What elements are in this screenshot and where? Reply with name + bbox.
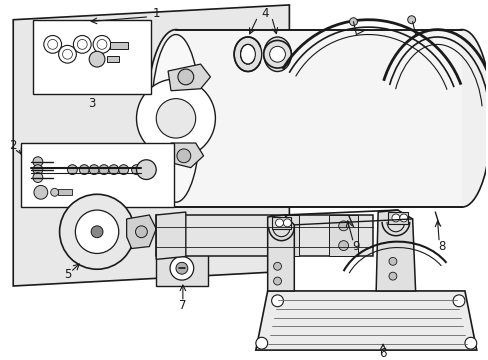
Circle shape [109, 165, 119, 175]
Bar [176, 30, 461, 207]
Text: 4: 4 [261, 7, 268, 20]
Polygon shape [156, 212, 185, 259]
Circle shape [119, 165, 128, 175]
Text: 3: 3 [88, 97, 96, 110]
Circle shape [33, 165, 43, 175]
Circle shape [62, 49, 72, 59]
Circle shape [407, 16, 415, 24]
Circle shape [464, 337, 476, 349]
Bar [156, 215, 372, 256]
Circle shape [48, 40, 58, 49]
Circle shape [338, 240, 348, 251]
Polygon shape [13, 5, 289, 286]
Bar [271, 217, 291, 229]
Text: 7: 7 [179, 299, 186, 312]
Text: 2: 2 [9, 139, 17, 153]
Circle shape [136, 79, 215, 158]
Circle shape [263, 40, 291, 68]
Circle shape [34, 185, 48, 199]
Bar [58, 189, 72, 195]
Ellipse shape [263, 37, 291, 72]
Circle shape [156, 99, 195, 138]
Circle shape [75, 210, 119, 253]
Circle shape [131, 165, 141, 175]
Circle shape [283, 219, 291, 227]
Ellipse shape [240, 44, 255, 64]
Circle shape [91, 226, 103, 238]
Circle shape [388, 257, 396, 265]
Circle shape [33, 157, 43, 167]
Circle shape [176, 262, 187, 274]
Polygon shape [267, 215, 294, 291]
Bar [269, 215, 299, 256]
Circle shape [271, 295, 283, 307]
Circle shape [77, 40, 87, 49]
Circle shape [99, 165, 109, 175]
Ellipse shape [146, 30, 205, 207]
Circle shape [279, 221, 289, 231]
Circle shape [97, 40, 107, 49]
Bar [110, 42, 127, 49]
Circle shape [89, 165, 99, 175]
Ellipse shape [431, 30, 488, 207]
Circle shape [73, 36, 91, 53]
Circle shape [273, 277, 281, 285]
Circle shape [269, 46, 285, 62]
Circle shape [51, 188, 59, 196]
Circle shape [452, 295, 464, 307]
Circle shape [136, 160, 156, 180]
Circle shape [279, 240, 289, 251]
Circle shape [349, 18, 357, 26]
Bar [107, 56, 119, 62]
Polygon shape [171, 143, 203, 168]
Bar [33, 20, 151, 94]
Ellipse shape [234, 37, 261, 72]
Text: 5: 5 [63, 268, 71, 281]
Ellipse shape [151, 35, 200, 202]
Circle shape [67, 165, 77, 175]
Circle shape [255, 337, 267, 349]
Polygon shape [255, 291, 476, 350]
Bar [156, 252, 207, 286]
Circle shape [89, 51, 105, 67]
Bar [387, 212, 407, 224]
Circle shape [170, 256, 193, 280]
Circle shape [135, 226, 147, 238]
Circle shape [391, 214, 399, 222]
Text: 9: 9 [352, 240, 360, 253]
Text: 8: 8 [438, 240, 445, 253]
Circle shape [178, 69, 193, 85]
Circle shape [79, 165, 89, 175]
Circle shape [93, 36, 111, 53]
Circle shape [388, 272, 396, 280]
Text: 1: 1 [152, 7, 160, 20]
Circle shape [275, 219, 283, 227]
Ellipse shape [269, 44, 285, 64]
Circle shape [33, 172, 43, 183]
Circle shape [273, 262, 281, 270]
Circle shape [59, 45, 76, 63]
Text: 6: 6 [379, 347, 386, 360]
Bar [21, 143, 174, 207]
Bar [328, 215, 358, 256]
Polygon shape [375, 210, 415, 291]
Circle shape [44, 36, 61, 53]
Polygon shape [126, 215, 156, 248]
Polygon shape [168, 64, 210, 91]
Circle shape [60, 194, 134, 269]
Circle shape [177, 149, 190, 163]
Circle shape [399, 214, 407, 222]
Circle shape [338, 221, 348, 231]
